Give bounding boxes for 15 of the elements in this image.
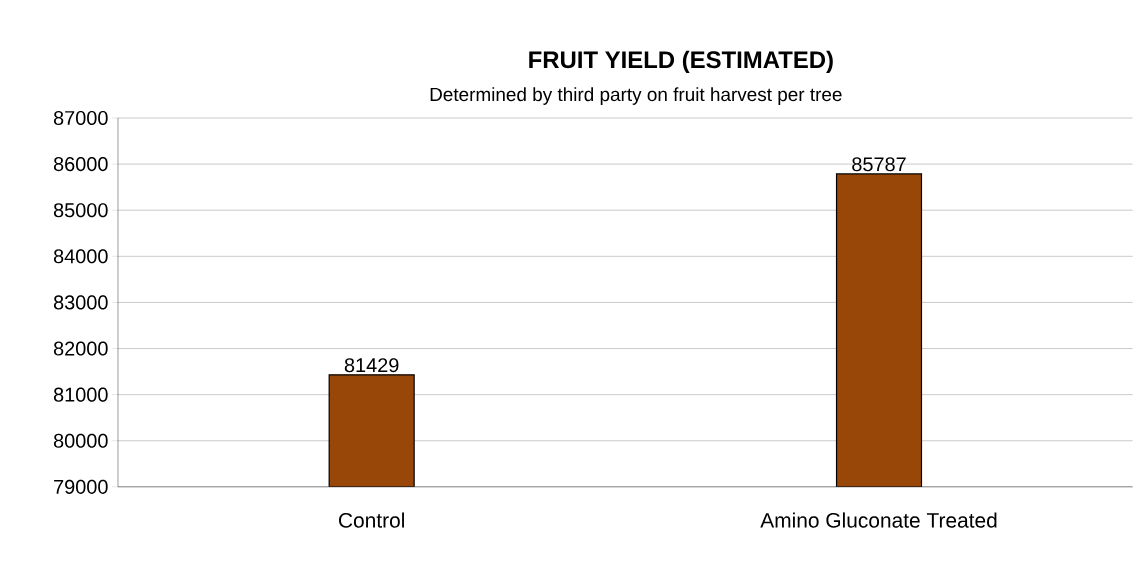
chart-subtitle: Determined by third party on fruit harvest per tree xyxy=(430,87,842,105)
y-tick-label: 86000 xyxy=(53,157,108,172)
y-tick-label: 80000 xyxy=(53,433,108,448)
y-tick-label: 81000 xyxy=(53,387,108,402)
chart-title: FRUIT YIELD (ESTIMATED) xyxy=(529,50,833,74)
x-tick-label: Control xyxy=(339,512,404,528)
y-tick-label: 79000 xyxy=(54,479,108,494)
y-tick-label: 85000 xyxy=(53,203,108,218)
x-tick-label: Amino Gluconate Treated xyxy=(760,512,997,528)
data-label: 85787 xyxy=(852,157,906,172)
y-tick-label: 83000 xyxy=(53,295,108,310)
data-label: 81429 xyxy=(344,358,399,373)
y-tick-label: 82000 xyxy=(53,341,108,356)
y-tick-label: 84000 xyxy=(53,249,108,264)
y-tick-label: 87000 xyxy=(53,111,108,126)
